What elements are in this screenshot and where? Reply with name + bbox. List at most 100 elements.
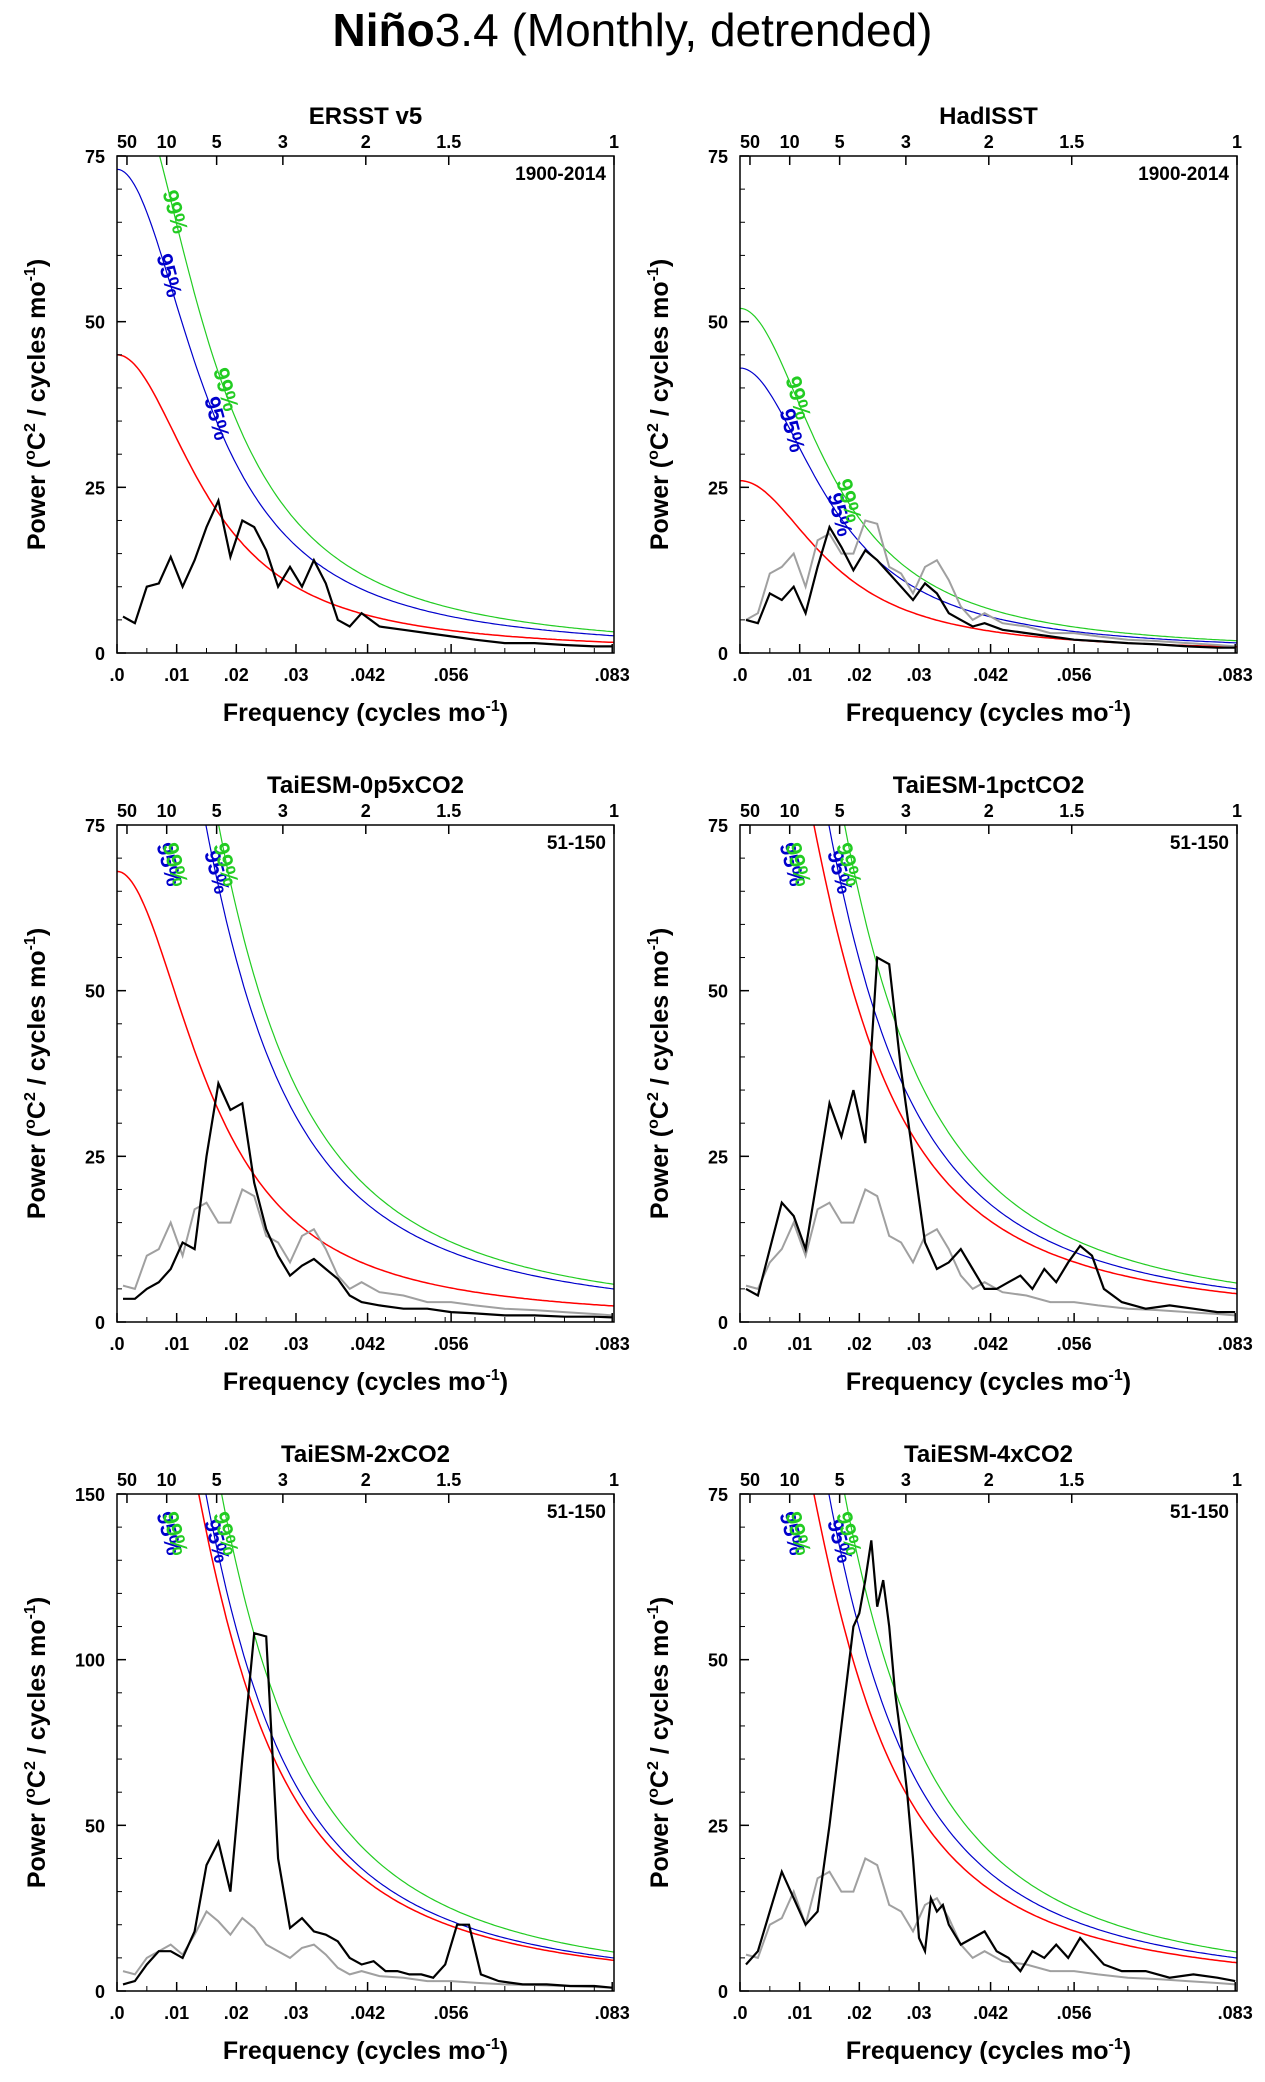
x-tick-label: .0 [109, 665, 124, 685]
x-tick-label: .0 [732, 2003, 747, 2023]
confidence-95-label: 95% [152, 251, 188, 300]
y-tick-label: 75 [85, 816, 105, 836]
x-tick-label: .01 [787, 2003, 812, 2023]
y-tick-label: 75 [708, 1485, 728, 1505]
x-axis-label: Frequency (cycles mo-1) [223, 698, 508, 727]
x-tick-label: .02 [224, 1334, 249, 1354]
y-tick-label: 0 [95, 1313, 105, 1333]
x-tick-label: .03 [283, 665, 308, 685]
observed-spectrum-line [745, 955, 1236, 1314]
top-tick-label: 1 [609, 801, 619, 821]
x-tick-label: .0 [109, 1334, 124, 1354]
period-label: 1900-2014 [1138, 164, 1229, 185]
x-tick-label: .042 [973, 1334, 1008, 1354]
top-tick-label: 1 [609, 1470, 619, 1490]
top-tick-label: 3 [901, 801, 911, 821]
top-tick-label: 10 [780, 1470, 800, 1490]
plot-frame [739, 824, 1238, 1323]
top-tick-label: 1.5 [1059, 1470, 1084, 1490]
plot-area: 95%99%95%99% [740, 307, 1237, 649]
red-noise-curve [117, 870, 614, 1307]
x-tick-label: .03 [283, 2003, 308, 2023]
y-axis-label: Power (oC2 / cycles mo-1) [22, 928, 51, 1219]
x-axis-label: Frequency (cycles mo-1) [223, 2036, 508, 2065]
x-tick-label: .02 [847, 2003, 872, 2023]
top-tick-label: 5 [212, 1470, 222, 1490]
reference-spectrum-line [122, 1909, 613, 1989]
x-axis-label: Frequency (cycles mo-1) [846, 698, 1131, 727]
x-tick-label: .01 [164, 2003, 189, 2023]
y-axis-label: Power (oC2 / cycles mo-1) [645, 1597, 674, 1888]
observed-spectrum-line [122, 1631, 613, 1989]
y-axis-label: Power (oC2 / cycles mo-1) [645, 259, 674, 550]
top-tick-label: 2 [984, 1470, 994, 1490]
confidence-99-curve [740, 307, 1237, 642]
reference-spectrum-line [745, 1857, 1236, 1986]
y-axis-label: Power (oC2 / cycles mo-1) [22, 259, 51, 550]
x-tick-label: .083 [1218, 2003, 1253, 2023]
x-tick-label: .042 [350, 2003, 385, 2023]
page-title-rest: 3.4 (Monthly, detrended) [434, 4, 933, 56]
panel-title: TaiESM-0p5xCO2 [267, 772, 464, 799]
x-axis-label: Frequency (cycles mo-1) [846, 1367, 1131, 1396]
top-tick-label: 1.5 [436, 801, 461, 821]
red-noise-curve [197, 1494, 614, 1962]
top-tick-label: 5 [835, 132, 845, 152]
period-label: 51-150 [547, 833, 606, 854]
top-tick-label: 2 [984, 132, 994, 152]
confidence-99-label: 99% [158, 187, 194, 236]
confidence-95-curve [117, 168, 614, 637]
page-title: Niño3.4 (Monthly, detrended) [0, 2, 1265, 58]
y-axis-label: Power (oC2 / cycles mo-1) [22, 1597, 51, 1888]
page-title-bold: Niño [332, 4, 435, 56]
confidence-99-curve [844, 825, 1237, 1284]
top-tick-label: 1 [1232, 801, 1242, 821]
x-tick-label: .03 [906, 1334, 931, 1354]
confidence-95-curve [205, 825, 614, 1290]
y-tick-label: 75 [708, 147, 728, 167]
panel-title: TaiESM-4xCO2 [904, 1441, 1073, 1468]
y-tick-label: 50 [85, 982, 105, 1002]
red-noise-curve [813, 1494, 1237, 1964]
observed-spectrum-line [123, 1079, 613, 1319]
red-noise-curve [813, 825, 1237, 1295]
top-tick-label: 2 [361, 1470, 371, 1490]
top-tick-label: 1 [1232, 1470, 1242, 1490]
x-tick-label: .02 [224, 2003, 249, 2023]
spectrum-panel-6: 95%99% 95%99%TaiESM-4xCO251-150.0.01.02.0… [645, 1441, 1253, 2065]
y-tick-label: 0 [95, 1982, 105, 2002]
y-tick-label: 75 [708, 816, 728, 836]
top-tick-label: 5 [835, 801, 845, 821]
x-tick-label: .056 [1057, 2003, 1092, 2023]
red-noise-curve [117, 354, 614, 644]
top-tick-label: 1.5 [1059, 132, 1084, 152]
panel-title: HadISST [939, 103, 1038, 130]
x-tick-label: .02 [224, 665, 249, 685]
top-tick-label: 10 [780, 801, 800, 821]
x-axis-label: Frequency (cycles mo-1) [223, 1367, 508, 1396]
reference-spectrum-line [745, 519, 1236, 648]
x-tick-label: .056 [434, 2003, 469, 2023]
x-tick-label: .02 [847, 1334, 872, 1354]
observed-spectrum-line [745, 524, 1236, 649]
top-tick-label: 50 [740, 1470, 760, 1490]
x-tick-label: .03 [906, 665, 931, 685]
y-tick-label: 50 [708, 1651, 728, 1671]
x-tick-label: .083 [1218, 665, 1253, 685]
x-tick-label: .083 [595, 1334, 630, 1354]
x-tick-label: .01 [164, 1334, 189, 1354]
top-tick-label: 3 [901, 1470, 911, 1490]
period-label: 51-150 [1170, 833, 1229, 854]
top-tick-label: 1.5 [436, 132, 461, 152]
top-tick-label: 5 [835, 1470, 845, 1490]
spectrum-panel-3: 95%99% 95%99%TaiESM-0p5xCO251-150.0.01.02… [22, 772, 630, 1396]
x-tick-label: .056 [434, 1334, 469, 1354]
x-tick-label: .01 [787, 1334, 812, 1354]
y-tick-label: 0 [95, 644, 105, 664]
x-tick-label: .083 [595, 2003, 630, 2023]
top-tick-label: 1.5 [1059, 801, 1084, 821]
top-tick-label: 10 [157, 801, 177, 821]
top-tick-label: 2 [361, 801, 371, 821]
panel-title: TaiESM-2xCO2 [281, 1441, 450, 1468]
confidence-99-curve [159, 156, 614, 633]
